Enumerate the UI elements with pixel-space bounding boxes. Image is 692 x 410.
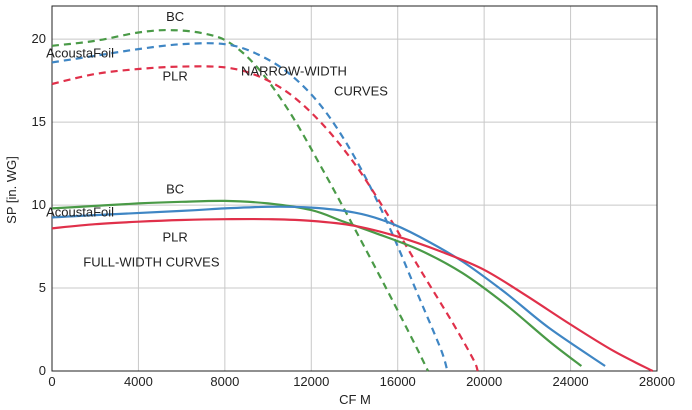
- x-tick-label: 0: [48, 374, 55, 389]
- y-tick-label: 5: [39, 280, 46, 295]
- narrow-width-acoustafoil-curve: [51, 42, 449, 372]
- annotation-label: FULL-WIDTH CURVES: [83, 254, 220, 269]
- series-group: [51, 28, 654, 372]
- x-tick-label: 4000: [124, 374, 153, 389]
- plot-area-frame: [51, 5, 658, 372]
- full-width-bc-curve: [51, 199, 583, 367]
- y-tick-label: 10: [32, 197, 46, 212]
- narrow-width-bc-curve: [51, 28, 429, 372]
- annotation-label: PLR: [163, 69, 188, 84]
- full-width-acoustafoil-curve: [51, 205, 606, 367]
- y-tick-label: 20: [32, 31, 46, 46]
- y-tick-label: 0: [39, 363, 46, 378]
- annotation-label: AcoustaFoil: [46, 45, 114, 60]
- x-tick-label: 8000: [210, 374, 239, 389]
- y-tick-label: 15: [32, 114, 46, 129]
- annotations: BC AcoustaFoil PLR NARROW-WIDTH CURVES BC Acou…: [46, 9, 388, 270]
- full-width-plr-curve: [51, 217, 654, 372]
- x-tick-label: 24000: [552, 374, 588, 389]
- annotation-label: PLR: [163, 230, 188, 245]
- y-axis-label: SP [in. WG]: [4, 156, 19, 224]
- annotation-label: BC: [166, 9, 184, 24]
- annotation-label: BC: [166, 181, 184, 196]
- x-axis-label: CF M: [339, 392, 371, 407]
- annotation-label: NARROW-WIDTH: [241, 64, 347, 79]
- tick-labels: 0 4000 8000 12000 16000 20000 24000 28000 0 5 10 15…: [32, 31, 676, 389]
- narrow-width-plr-curve: [51, 65, 479, 372]
- x-tick-label: 20000: [466, 374, 502, 389]
- annotation-label: AcoustaFoil: [46, 205, 114, 220]
- annotation-label: CURVES: [334, 84, 388, 99]
- x-tick-label: 28000: [639, 374, 675, 389]
- x-tick-label: 12000: [293, 374, 329, 389]
- x-tick-label: 16000: [380, 374, 416, 389]
- grid: [52, 6, 657, 371]
